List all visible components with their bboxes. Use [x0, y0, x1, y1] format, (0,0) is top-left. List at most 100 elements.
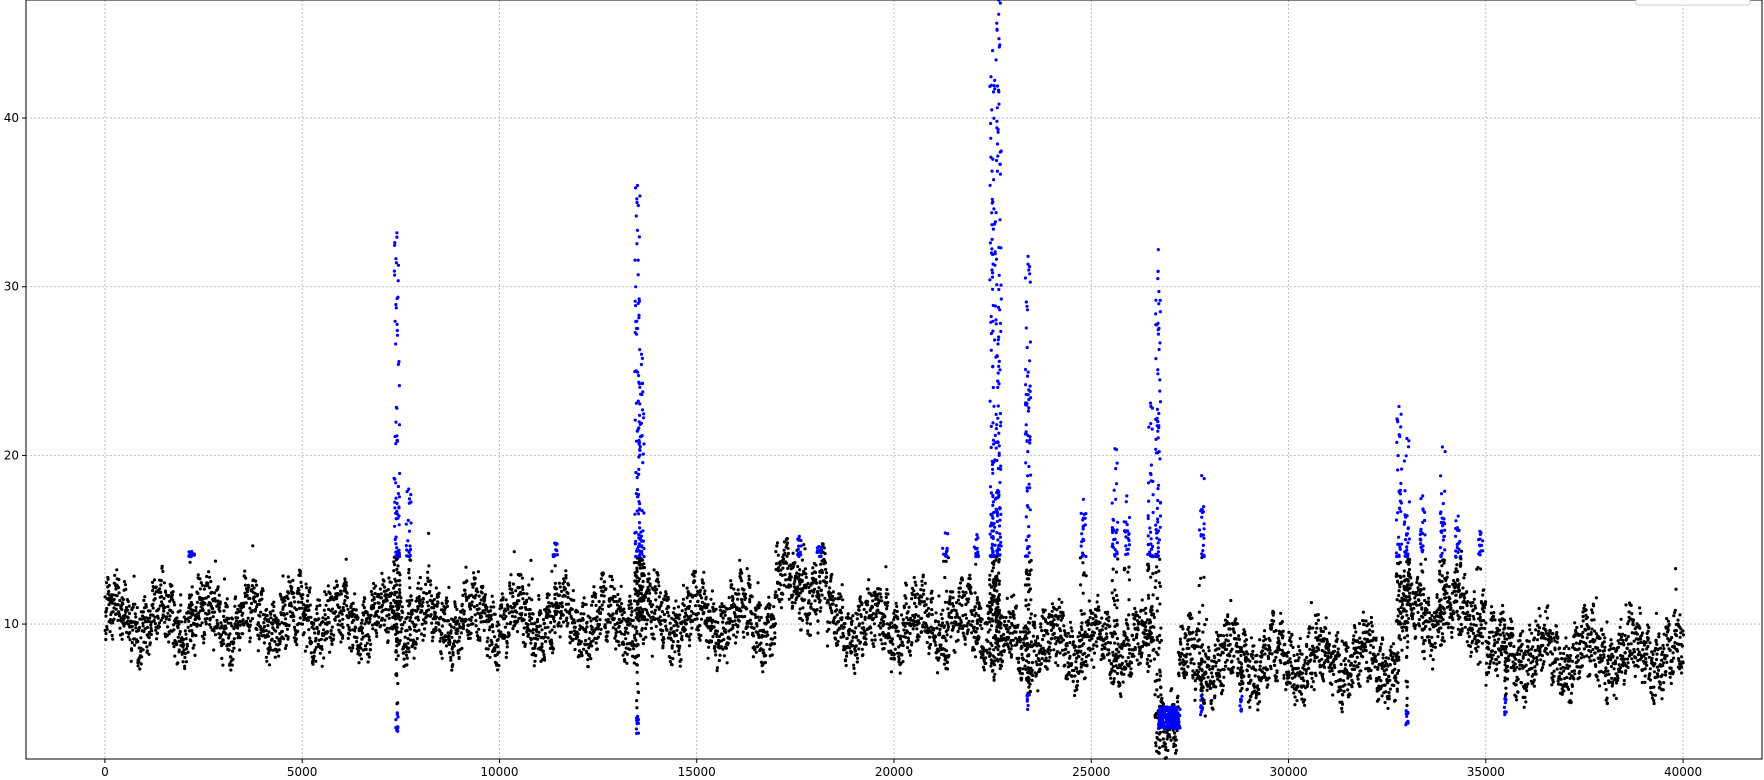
data-point-regular — [644, 626, 648, 631]
data-point-regular — [618, 597, 622, 601]
data-point-regular — [207, 575, 212, 579]
data-point-regular — [276, 625, 280, 629]
data-point-regular — [447, 642, 452, 647]
data-point-regular — [550, 641, 554, 646]
data-point-regular — [850, 622, 854, 626]
data-point-regular — [908, 653, 913, 657]
data-point-regular — [844, 654, 849, 658]
data-point-regular — [266, 624, 270, 628]
data-point-regular — [312, 654, 316, 658]
data-point-regular — [869, 631, 873, 635]
data-point-regular — [906, 610, 910, 614]
data-point-regular — [907, 639, 911, 643]
data-point-regular — [1070, 629, 1074, 633]
data-point-regular — [219, 633, 223, 637]
data-point-regular — [215, 618, 219, 622]
data-point-regular — [307, 608, 311, 612]
data-point-regular — [521, 632, 525, 637]
data-point-regular — [217, 605, 221, 609]
data-point-regular — [1141, 640, 1145, 644]
data-point-regular — [816, 619, 820, 623]
data-point-regular — [879, 638, 883, 642]
data-point-regular — [173, 654, 177, 658]
data-point-regular — [275, 636, 279, 640]
data-point-regular — [428, 579, 432, 583]
data-point-regular — [873, 634, 877, 638]
data-point-regular — [197, 614, 201, 618]
data-point-regular — [363, 622, 367, 626]
data-point-regular — [438, 639, 442, 643]
data-point-regular — [599, 627, 603, 632]
data-point-regular — [1075, 688, 1079, 692]
data-point-regular — [948, 597, 952, 601]
data-point-regular — [883, 633, 888, 637]
data-point-regular — [911, 593, 915, 597]
data-point-regular — [1185, 652, 1189, 656]
data-point-regular — [720, 632, 724, 637]
data-point-regular — [845, 636, 849, 641]
data-point-regular — [479, 598, 483, 602]
data-point-regular — [456, 629, 460, 633]
data-point-regular — [1123, 634, 1127, 638]
data-point-regular — [460, 602, 464, 606]
data-point-regular — [857, 622, 862, 626]
data-point-regular — [111, 621, 115, 625]
data-point-regular — [622, 610, 626, 615]
data-point-regular — [256, 649, 260, 653]
data-point-regular — [572, 618, 576, 622]
data-point-regular — [964, 590, 968, 595]
data-point-regular — [590, 644, 594, 648]
data-point-regular — [292, 614, 296, 619]
data-point-regular — [894, 601, 898, 605]
data-point-regular — [676, 605, 681, 609]
data-point-regular — [294, 637, 298, 641]
data-point-regular — [105, 606, 109, 611]
data-point-regular — [978, 650, 982, 654]
data-point-regular — [471, 622, 475, 626]
data-point-regular — [218, 609, 222, 613]
data-point-regular — [668, 660, 673, 664]
data-point-regular — [486, 647, 490, 651]
data-point-regular — [757, 606, 761, 610]
data-point-regular — [805, 616, 810, 620]
data-point-regular — [751, 631, 755, 635]
data-point-regular — [920, 583, 924, 587]
data-point-regular — [926, 606, 931, 610]
data-point-regular — [1077, 671, 1081, 676]
data-point-regular — [851, 635, 855, 639]
data-point-regular — [944, 649, 949, 653]
data-point-regular — [689, 609, 694, 613]
data-point-regular — [939, 612, 943, 616]
data-point-regular — [1021, 667, 1025, 671]
data-point-regular — [829, 579, 833, 583]
data-point-regular — [129, 659, 133, 663]
data-point-regular — [374, 628, 378, 633]
data-point-regular — [845, 651, 849, 655]
data-point-regular — [1122, 639, 1126, 644]
data-point-regular — [605, 639, 609, 643]
data-point-regular — [211, 607, 215, 611]
data-point-regular — [1046, 632, 1050, 636]
data-point-regular — [675, 621, 679, 625]
data-point-regular — [542, 655, 547, 660]
data-point-regular — [1034, 640, 1038, 645]
data-point-regular — [787, 597, 791, 601]
data-point-regular — [913, 601, 917, 606]
data-point-regular — [489, 609, 493, 613]
data-point-regular — [209, 579, 213, 584]
data-point-regular — [1012, 593, 1016, 597]
data-point-regular — [912, 575, 916, 580]
data-point-regular — [1177, 674, 1181, 678]
data-point-regular — [925, 609, 929, 613]
data-point-regular — [522, 591, 526, 596]
data-point-regular — [1086, 618, 1090, 623]
data-point-regular — [179, 620, 183, 624]
data-point-regular — [979, 655, 983, 660]
data-point-regular — [124, 587, 128, 591]
data-point-regular — [449, 655, 453, 660]
data-point-regular — [795, 596, 799, 600]
data-point-regular — [789, 584, 793, 588]
data-point-regular — [553, 631, 557, 635]
data-point-regular — [219, 621, 223, 625]
data-point-regular — [1073, 674, 1077, 678]
